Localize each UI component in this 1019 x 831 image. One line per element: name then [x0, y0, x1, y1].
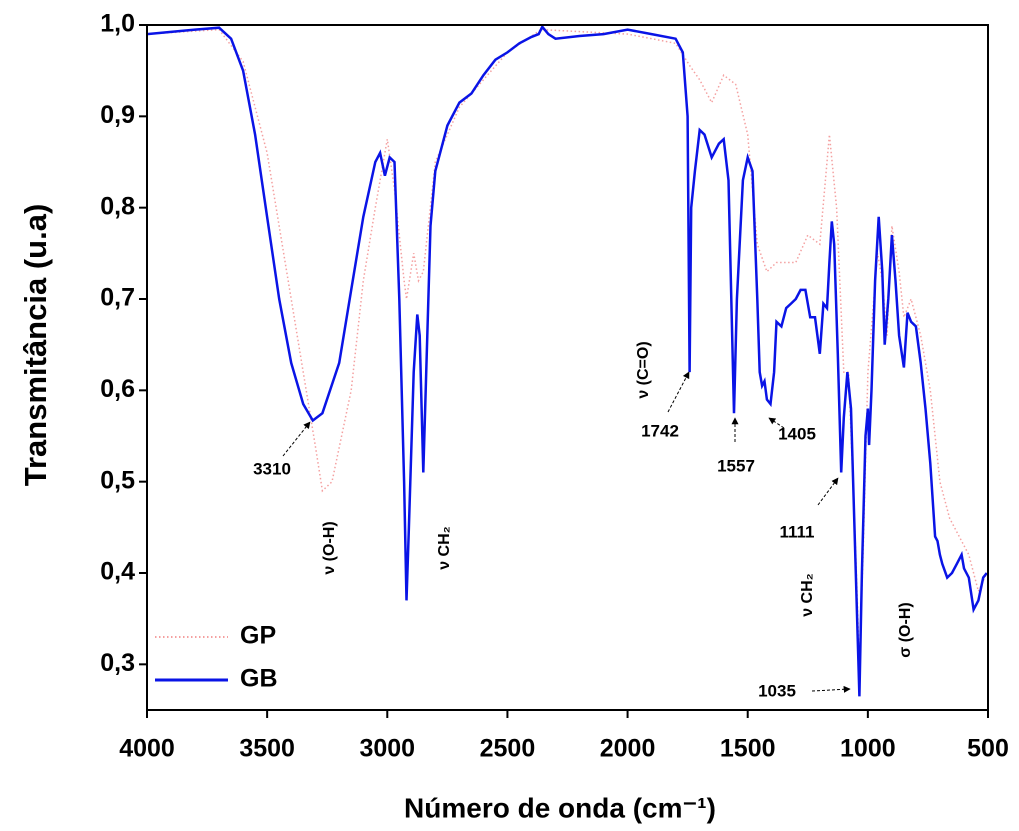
x-tick-label: 2000	[600, 735, 656, 763]
annotation: 1035	[758, 681, 796, 700]
series-line	[147, 25, 988, 697]
annotation: ν CH₂	[799, 573, 816, 617]
annotation: ν (O-H)	[321, 521, 338, 574]
annotation: ν (C=O)	[635, 341, 652, 398]
x-tick-label: 500	[967, 735, 1009, 763]
series-line	[147, 28, 988, 665]
x-tick-label: 4000	[119, 735, 175, 763]
annotation: 1742	[641, 421, 679, 440]
x-axis-title: Número de onda (cm⁻¹)	[404, 792, 716, 823]
y-tick-label: 0,4	[100, 558, 135, 586]
annotation-arrow	[667, 371, 690, 413]
annotation: 1557	[717, 456, 755, 475]
y-tick-label: 0,8	[100, 192, 135, 220]
annotation-arrow	[811, 685, 851, 693]
annotation: σ (O-H)	[897, 602, 914, 657]
plot-frame	[146, 24, 989, 711]
x-tick-label: 2500	[480, 735, 536, 763]
y-tick-label: 0,5	[100, 466, 135, 494]
y-tick-label: 0,6	[100, 375, 135, 403]
annotation-arrow	[817, 477, 839, 506]
y-axis-title: Transmitância (u.a)	[18, 204, 53, 487]
annotation: ν CH₂	[436, 526, 453, 570]
legend-label: GP	[240, 622, 276, 650]
annotation: 1405	[778, 424, 816, 443]
annotation-arrow	[282, 421, 311, 457]
annotation-arrow	[768, 417, 785, 429]
x-tick-label: 1000	[840, 735, 896, 763]
y-tick-label: 0,3	[100, 649, 135, 677]
y-tick-label: 1,0	[100, 10, 135, 38]
y-tick-label: 0,7	[100, 284, 135, 312]
x-tick-label: 3000	[359, 735, 415, 763]
annotation: 3310	[253, 459, 291, 478]
legend-label: GB	[240, 665, 278, 693]
x-tick-label: 1500	[720, 735, 776, 763]
y-tick-label: 0,9	[100, 101, 135, 129]
annotation: 1111	[779, 522, 814, 541]
x-tick-label: 3500	[239, 735, 295, 763]
